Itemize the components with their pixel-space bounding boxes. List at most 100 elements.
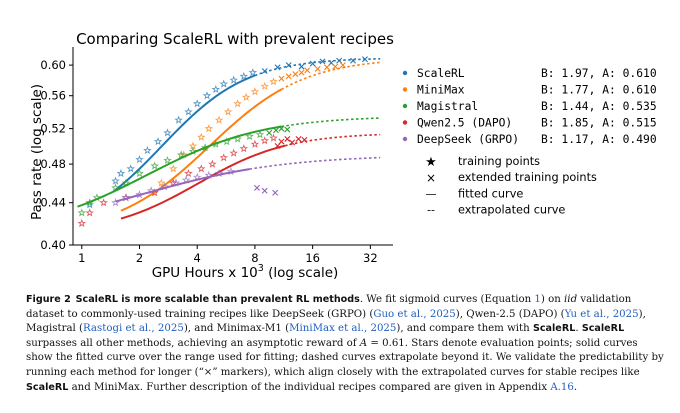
magistral-training-point	[121, 178, 131, 187]
caption-text: ScaleRL	[581, 323, 625, 335]
minimax-extended-point	[323, 64, 330, 71]
minimax-extended-point	[332, 63, 339, 70]
caption-text: ), Magistral (	[26, 308, 646, 335]
x-tick-label: 2	[136, 251, 143, 265]
citation-link[interactable]: MiniMax et al., 2025	[289, 323, 397, 335]
legend-marker-label: fitted curve	[458, 187, 523, 200]
magistral-training-point	[255, 130, 265, 139]
deepseek-grpo-training-point	[192, 172, 202, 181]
minimax-extended-point	[314, 65, 321, 72]
minimax-training-point	[204, 124, 214, 133]
scalerl-extrapolated-curve	[254, 57, 381, 77]
legend-dashed-symbol: --	[427, 204, 435, 217]
chart-title: Comparing ScaleRL with prevalent recipes	[76, 30, 394, 48]
minimax-extended-point	[285, 73, 292, 80]
scalerl-training-point	[248, 68, 258, 77]
minimax-training-point	[250, 87, 260, 96]
y-tick-label: 0.44	[40, 196, 66, 210]
legend-cross-symbol: ×	[426, 171, 436, 185]
magistral-extrapolated-curve	[281, 117, 381, 128]
scalerl-training-point	[229, 75, 238, 84]
deepseek-grpo-fitted-curve	[115, 168, 250, 203]
legend-label-minimax: MiniMax	[417, 84, 465, 97]
minimax-extended-point	[278, 75, 285, 82]
magistral-extended-point	[284, 126, 291, 133]
minimax-extended-point	[298, 69, 305, 76]
caption-text: ScaleRL	[26, 381, 69, 393]
legend-marker-label: extended training points	[458, 171, 597, 184]
citation-link[interactable]: Yu et al., 2025	[564, 308, 639, 320]
minimax-training-point	[168, 164, 178, 173]
legend-marker-qwen2-5-dapo	[402, 120, 408, 125]
caption-text: ScaleRL	[532, 323, 576, 335]
citation-link[interactable]: Rastogi et al., 2025	[83, 323, 184, 335]
legend-label-scalerl: ScaleRL	[417, 67, 465, 80]
scalerl-extended-point	[285, 62, 292, 69]
magistral-training-point	[176, 150, 186, 159]
legend-marker-label: extrapolated curve	[458, 204, 565, 217]
x-tick-label: 8	[251, 251, 258, 265]
caption-text: iid	[564, 294, 578, 305]
legend-marker-scalerl	[402, 70, 408, 76]
deepseek-grpo-extended-point	[261, 187, 268, 194]
y-tick-label: 0.56	[40, 89, 66, 103]
scalerl-extended-point	[261, 68, 268, 75]
qwen2-5-dapo-extended-point	[284, 135, 291, 142]
caption-text: . We fit sigmoid curves (Equation	[359, 294, 535, 305]
legend-label-deepseek-grpo: DeepSeek (GRPO)	[417, 133, 519, 146]
legend-params-qwen2-5-dapo: B: 1.85, A: 0.515	[541, 117, 657, 130]
qwen2-5-dapo-training-point	[99, 198, 108, 207]
scalerl-extended-point	[319, 58, 326, 65]
magistral-training-point	[163, 155, 172, 165]
legend-marker-deepseek-grpo	[402, 136, 408, 142]
minimax-training-point	[214, 115, 224, 124]
scalerl-training-point	[202, 91, 212, 100]
caption-text: .	[573, 381, 578, 393]
qwen2-5-dapo-extended-point	[278, 138, 285, 145]
qwen2-5-dapo-training-point	[184, 168, 193, 178]
scalerl-training-point	[143, 145, 152, 155]
legend-marker-minimax	[402, 87, 408, 92]
y-tick-label: 0.60	[40, 58, 66, 72]
qwen2-5-dapo-training-point	[219, 153, 228, 162]
deepseek-grpo-extended-point	[272, 189, 279, 196]
y-tick-label: 0.52	[40, 122, 66, 136]
citation-link[interactable]: 1	[534, 294, 541, 305]
legend-solid-symbol: —	[426, 187, 437, 200]
qwen2-5-dapo-training-point	[250, 139, 260, 148]
qwen2-5-dapo-fitted-curve	[120, 144, 286, 220]
minimax-fitted-curve	[120, 88, 282, 212]
scalerl-training-point	[192, 99, 202, 108]
legend-label-qwen2-5-dapo: Qwen2.5 (DAPO)	[417, 117, 512, 130]
magistral-training-point	[150, 161, 159, 170]
qwen2-5-dapo-training-point	[208, 159, 217, 168]
legend-params-scalerl: B: 1.97, A: 0.610	[541, 67, 657, 80]
scalerl-training-point	[174, 115, 183, 124]
caption-text: validation dataset to commonly-used trai…	[26, 294, 632, 320]
legend-params-minimax: B: 1.77, A: 0.610	[541, 84, 657, 97]
scalerl-training-point	[116, 168, 126, 178]
scalerl-training-point	[111, 176, 120, 185]
x-tick-label: 1	[78, 251, 85, 265]
scalerl-training-point	[163, 128, 172, 137]
minimax-extended-point	[292, 71, 299, 78]
caption-text: A	[359, 337, 368, 349]
legend-marker-magistral	[402, 103, 408, 109]
chart-svg: Comparing ScaleRL with prevalent recipes…	[29, 30, 657, 281]
minimax-training-point	[223, 107, 233, 116]
y-tick-label: 0.40	[40, 238, 66, 252]
scalerl-training-point	[126, 164, 135, 173]
minimax-training-point	[157, 178, 166, 187]
scalerl-training-point	[184, 107, 193, 116]
caption-text: .	[575, 323, 582, 335]
qwen2-5-dapo-training-point	[85, 208, 94, 217]
citation-link[interactable]: A.16	[550, 381, 574, 393]
caption-text: = 0.61. Stars denote evaluation points; …	[26, 337, 664, 378]
x-axis-label: GPU Hours x 103 (log scale)	[152, 263, 339, 281]
citation-link[interactable]: Guo et al., 2025	[373, 308, 456, 320]
qwen2-5-dapo-training-point	[239, 144, 249, 153]
x-tick-label: 16	[305, 251, 320, 265]
legend-marker-label: training points	[458, 155, 540, 168]
magistral-fitted-curve	[77, 125, 282, 208]
caption-text: ), and Minimax-M1 (	[183, 323, 290, 335]
